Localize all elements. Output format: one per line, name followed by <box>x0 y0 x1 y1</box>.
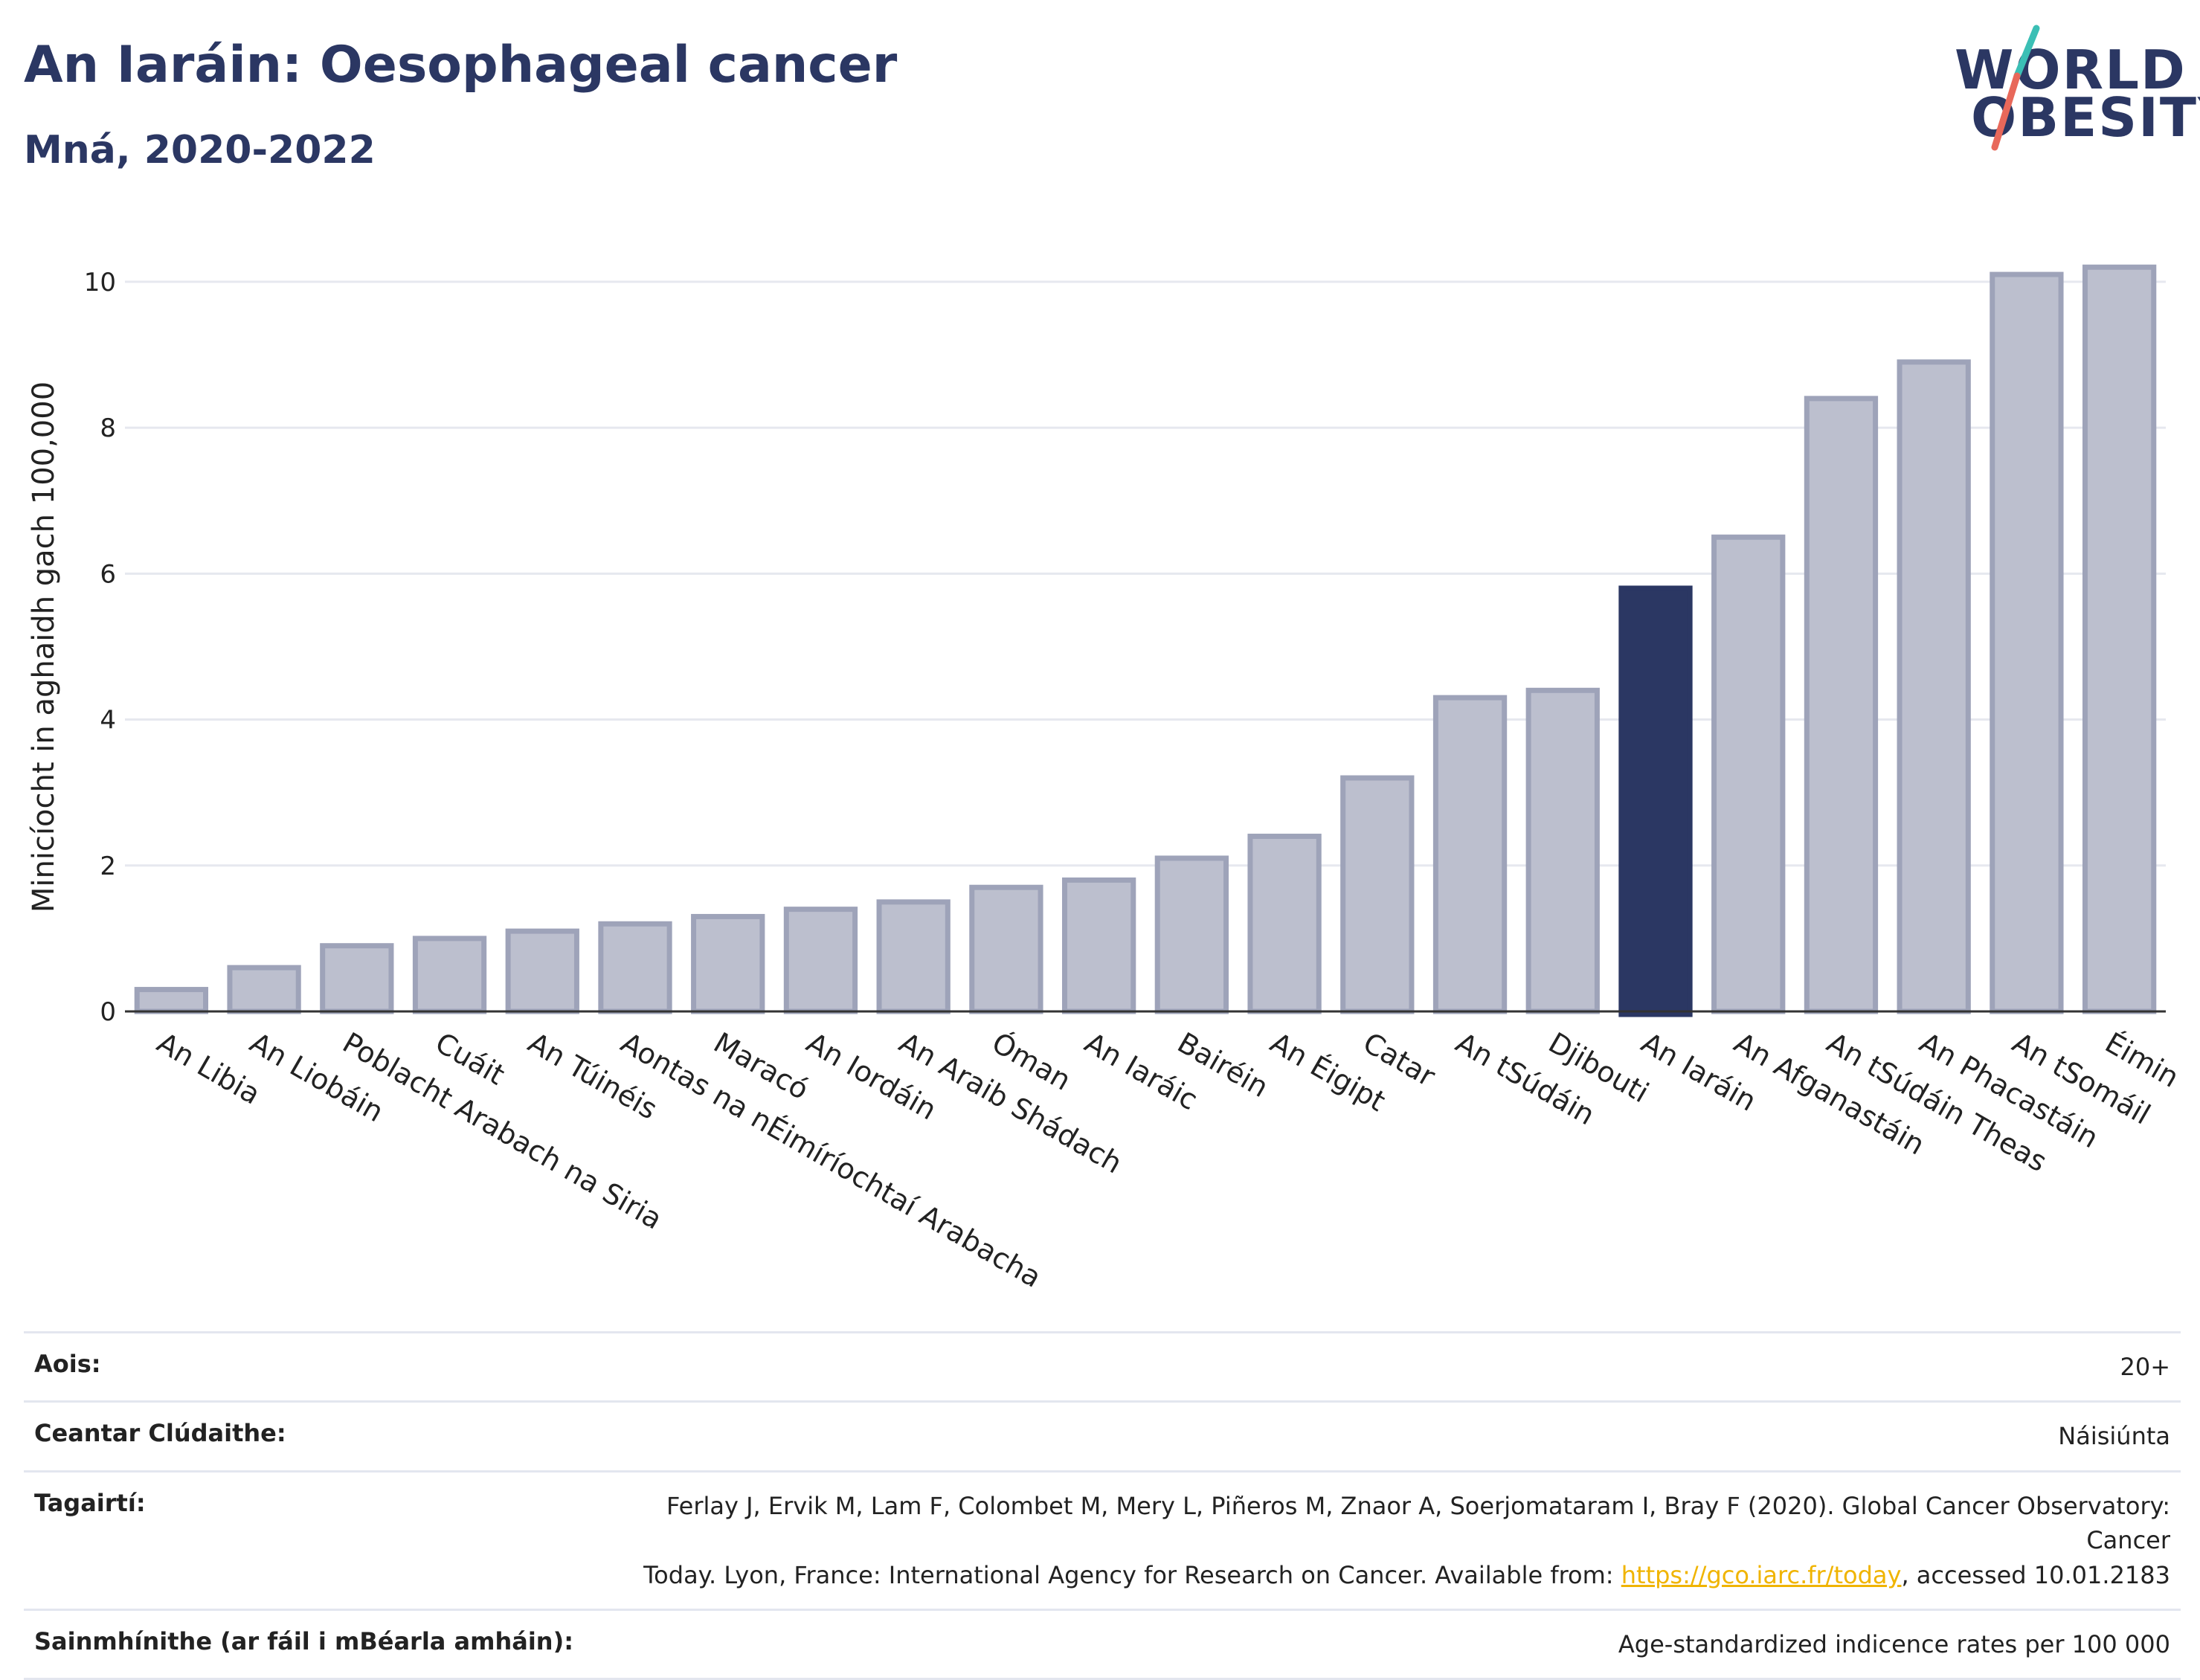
page-title: An Iaráin: Oesophageal cancer <box>24 36 898 94</box>
y-tick-label: 6 <box>100 559 116 589</box>
logo-slash-icon <box>1991 25 2040 151</box>
info-row-definitions: Sainmhínithe (ar fáil i mBéarla amháin):… <box>24 1608 2181 1680</box>
info-row-age: Aois: 20+ <box>24 1330 2181 1402</box>
bar-10 <box>1061 877 1136 1014</box>
info-table: Aois: 20+ Ceantar Clúdaithe: Náisiúnta T… <box>24 1330 2181 1680</box>
y-tick-label: 10 <box>84 268 116 297</box>
bar-8 <box>876 899 951 1014</box>
references-accessed: , accessed 10.01.2183 <box>1901 1560 2170 1589</box>
x-tick-label: An Libia <box>152 1026 266 1111</box>
bar-17 <box>1711 534 1786 1014</box>
references-value: Ferlay J, Ervik M, Lam F, Colombet M, Me… <box>584 1470 2181 1610</box>
y-axis-title: Minicíocht in aghaidh gach 100,000 <box>27 382 61 913</box>
info-row-coverage: Ceantar Clúdaithe: Náisiúnta <box>24 1400 2181 1472</box>
y-tick-label: 2 <box>100 852 116 881</box>
bar-0 <box>134 987 209 1014</box>
bars <box>134 264 2157 1017</box>
bar-6 <box>691 913 765 1014</box>
coverage-value: Náisiúnta <box>584 1400 2181 1472</box>
definitions-label: Sainmhínithe (ar fáil i mBéarla amháin): <box>24 1608 584 1680</box>
y-tick-label: 0 <box>100 997 116 1027</box>
bar-16 <box>1618 585 1693 1017</box>
references-line2: Today. Lyon, France: International Agenc… <box>643 1560 1621 1589</box>
references-line1: Ferlay J, Ervik M, Lam F, Colombet M, Me… <box>666 1491 2170 1555</box>
age-value: 20+ <box>584 1330 2181 1402</box>
bar-3 <box>412 936 487 1014</box>
bar-11 <box>1154 855 1229 1014</box>
bar-20 <box>1990 271 2064 1014</box>
coverage-label: Ceantar Clúdaithe: <box>24 1400 584 1472</box>
bar-9 <box>969 884 1043 1014</box>
y-tick-label: 8 <box>100 413 116 443</box>
bar-5 <box>598 921 672 1014</box>
bar-21 <box>2082 264 2157 1014</box>
bar-12 <box>1247 834 1322 1014</box>
y-tick-label: 4 <box>100 706 116 736</box>
definitions-value: Age-standardized indicence rates per 100… <box>584 1608 2181 1680</box>
bar-14 <box>1432 695 1508 1014</box>
bar-7 <box>783 907 858 1014</box>
age-label: Aois: <box>24 1330 584 1402</box>
y-axis-ticks: 0 2 4 6 8 10 <box>84 268 116 1027</box>
bar-1 <box>227 965 301 1014</box>
x-tick-label: Poblacht Arabach na Siria <box>337 1026 667 1236</box>
references-label: Tagairtí: <box>24 1470 584 1610</box>
references-link[interactable]: https://gco.iarc.fr/today <box>1621 1560 1902 1589</box>
logo-line1: WORLD <box>1955 39 2187 101</box>
bar-2 <box>320 943 394 1014</box>
info-row-references: Tagairtí: Ferlay J, Ervik M, Lam F, Colo… <box>24 1470 2181 1610</box>
bar-15 <box>1525 687 1600 1014</box>
page-subtitle: Mná, 2020-2022 <box>24 128 376 173</box>
bar-4 <box>505 928 579 1014</box>
bar-13 <box>1340 775 1415 1014</box>
world-obesity-logo: WORLD OBESITY <box>1949 22 2200 156</box>
bar-19 <box>1897 359 1971 1014</box>
bar-18 <box>1804 396 1879 1014</box>
